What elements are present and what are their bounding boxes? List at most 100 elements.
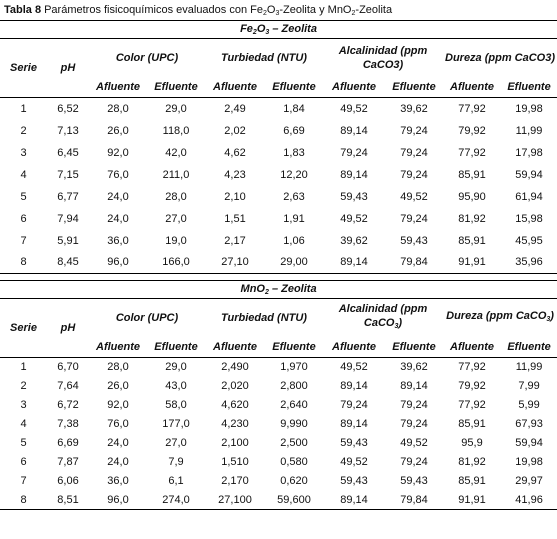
cell: 19,0 <box>165 234 187 247</box>
subheader: Afluente <box>89 77 147 98</box>
cell: 4,23 <box>224 168 246 181</box>
cell: 7,9 <box>168 456 184 468</box>
data-row: 6 7,87 24,0 7,9 1,510 0,580 49,52 79,24 81,92 19,… <box>0 453 557 472</box>
cell: 49,52 <box>340 102 368 115</box>
subheader: Efluente <box>147 337 205 358</box>
text-segment: -Zeolita y MnO <box>279 4 352 16</box>
cell: 59,43 <box>400 475 428 487</box>
cell: 2,490 <box>221 361 249 374</box>
data-table: Fe2O3 – Zeolita Serie pH Color (UPC) Turbied… <box>0 20 557 274</box>
cell: 96,0 <box>89 490 147 510</box>
text-segment: Fe <box>240 23 253 35</box>
cell: 12,20 <box>280 168 308 181</box>
cell: 49,52 <box>400 437 428 449</box>
cell: 2,02 <box>224 124 246 137</box>
subheader: Efluente <box>501 77 557 98</box>
cell: 59,43 <box>400 234 428 247</box>
cell: 61,94 <box>515 190 543 203</box>
cell: 89,14 <box>400 380 428 392</box>
text-segment: Alcalinidad (ppm CaCO3) <box>338 45 428 71</box>
cell: 6,69 <box>283 124 305 137</box>
cell: 45,95 <box>515 234 543 247</box>
caption-text: Parámetros fisicoquímicos evaluados con … <box>44 4 393 17</box>
header-group: Alcalinidad (ppm CaCO3) <box>323 299 443 338</box>
cell: 89,14 <box>323 490 385 510</box>
cell: 39,62 <box>340 234 368 247</box>
table-body: 1 6,70 28,0 29,0 2,490 1,970 49,52 39,62 77,92 11… <box>0 358 557 510</box>
cell: 36,0 <box>107 234 129 247</box>
cell: 6,72 <box>57 399 79 411</box>
cell: 29,0 <box>165 361 187 374</box>
header-group: Color (UPC) <box>89 299 205 338</box>
cell: 15,98 <box>515 212 543 225</box>
subheader-row: Afluente Efluente Afluente Efluente Afluente… <box>0 337 557 358</box>
data-row: 3 6,72 92,0 58,0 4,620 2,640 79,24 79,24 77,92 5,… <box>0 396 557 415</box>
cell: 91,91 <box>443 490 501 510</box>
cell: 6,06 <box>57 475 79 487</box>
cell: 118,0 <box>162 124 190 137</box>
tables: Fe2O3 – Zeolita Serie pH Color (UPC) Turbied… <box>0 20 557 510</box>
cell: 1 <box>20 361 27 374</box>
cell: 67,93 <box>515 418 543 430</box>
cell: 177,0 <box>162 418 190 430</box>
text-segment: – Zeolita <box>268 283 317 295</box>
subheader: Afluente <box>89 337 147 358</box>
cell: 6 <box>20 212 27 225</box>
header-serie: Serie <box>0 38 47 98</box>
cell: 17,98 <box>515 146 543 159</box>
cell: 5 <box>20 437 27 449</box>
cell: 29,00 <box>265 251 323 274</box>
subheader: Efluente <box>385 77 443 98</box>
cell: 43,0 <box>165 380 187 392</box>
cell: 2,500 <box>280 437 308 449</box>
cell: 6,70 <box>57 361 79 374</box>
text-segment: Turbiedad (NTU) <box>221 52 307 64</box>
data-row: 2 7,64 26,0 43,0 2,020 2,800 89,14 89,14 79,92 7,… <box>0 377 557 396</box>
text-segment: Alcalinidad (ppm CaCO <box>338 303 428 329</box>
text-segment: ) <box>550 310 554 322</box>
cell: 8 <box>0 251 47 274</box>
cell: 92,0 <box>107 399 129 411</box>
subheader: Efluente <box>265 77 323 98</box>
data-row: 8 8,51 96,0 274,0 27,100 59,600 89,14 79,84 91,9… <box>0 490 557 510</box>
cell: 42,0 <box>165 146 187 159</box>
cell: 7,87 <box>57 456 79 468</box>
caption-label: Tabla 8 <box>4 4 42 16</box>
cell: 35,96 <box>501 251 557 274</box>
cell: 7,64 <box>57 380 79 392</box>
cell: 85,91 <box>458 418 486 430</box>
cell: 19,98 <box>515 102 543 115</box>
subheader: Afluente <box>323 337 385 358</box>
header-group: Alcalinidad (ppm CaCO3) <box>323 39 443 78</box>
data-row: 3 6,45 92,0 42,0 4,62 1,83 79,24 79,24 77,92 17,9… <box>0 142 557 164</box>
cell: 7 <box>20 475 27 487</box>
table-head: MnO2 – Zeolita Serie pH Color (UPC) Turbieda… <box>0 280 557 358</box>
cell: 95,9 <box>461 437 483 449</box>
header-ph: pH <box>47 298 89 358</box>
header-group: Dureza (ppm CaCO3) <box>443 299 557 338</box>
cell: 1,83 <box>283 146 305 159</box>
cell: 79,24 <box>400 418 428 430</box>
cell: 6,45 <box>57 146 79 159</box>
header-ph: pH <box>47 38 89 98</box>
subscript: 3 <box>546 316 551 323</box>
cell: 77,92 <box>458 146 486 159</box>
cell: 96,0 <box>89 251 147 274</box>
cell: 3 <box>20 399 27 411</box>
subheader: Afluente <box>443 77 501 98</box>
subheader: Efluente <box>385 337 443 358</box>
text-segment: MnO <box>240 283 265 295</box>
cell: 8,51 <box>47 490 89 510</box>
cell: 211,0 <box>162 168 190 181</box>
cell: 59,43 <box>340 475 368 487</box>
cell: 79,24 <box>340 399 368 411</box>
text-segment: Dureza (ppm CaCO3) <box>445 52 556 64</box>
text-segment: -Zeolita <box>355 4 393 16</box>
cell: 6 <box>20 456 27 468</box>
title-row: MnO2 – Zeolita <box>0 280 557 299</box>
cell: 8 <box>0 490 47 510</box>
cell: 76,0 <box>107 418 129 430</box>
cell: 49,52 <box>400 190 428 203</box>
cell: 9,990 <box>280 418 308 430</box>
